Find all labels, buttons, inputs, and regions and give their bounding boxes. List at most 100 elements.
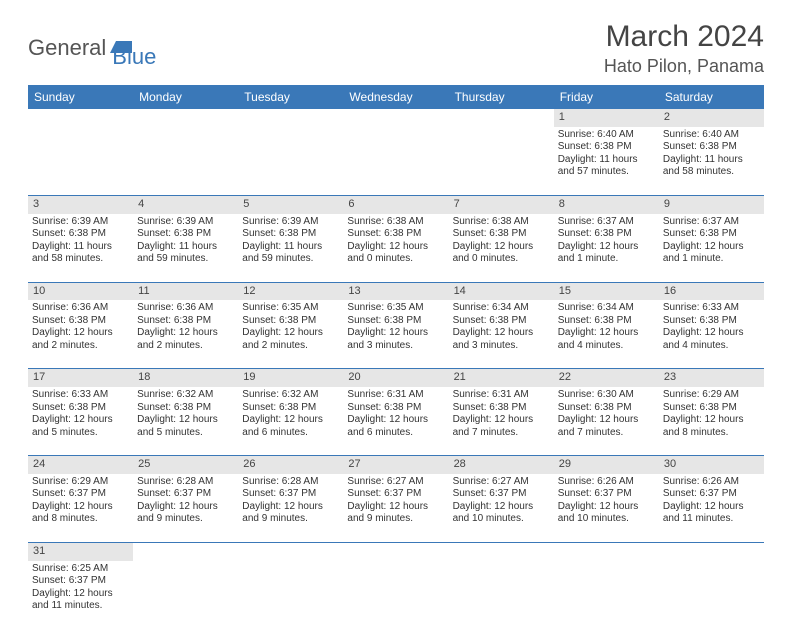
day-number: 1 <box>554 109 659 127</box>
sunset-text: Sunset: 6:37 PM <box>32 488 129 501</box>
sunrise-text: Sunrise: 6:33 AM <box>32 389 129 402</box>
week-row: 31Sunrise: 6:25 AMSunset: 6:37 PMDayligh… <box>28 542 764 624</box>
day-details: Sunrise: 6:37 AMSunset: 6:38 PMDaylight:… <box>659 214 764 282</box>
day-details: Sunrise: 6:39 AMSunset: 6:38 PMDaylight:… <box>133 214 238 282</box>
day-cell: 25Sunrise: 6:28 AMSunset: 6:37 PMDayligh… <box>133 456 238 543</box>
sunrise-text: Sunrise: 6:33 AM <box>663 302 760 315</box>
day-details: Sunrise: 6:28 AMSunset: 6:37 PMDaylight:… <box>133 474 238 542</box>
day-cell: 29Sunrise: 6:26 AMSunset: 6:37 PMDayligh… <box>554 456 659 543</box>
day-number: 21 <box>449 369 554 387</box>
sunset-text: Sunset: 6:38 PM <box>32 402 129 415</box>
day-details: Sunrise: 6:29 AMSunset: 6:38 PMDaylight:… <box>659 387 764 455</box>
sunset-text: Sunset: 6:38 PM <box>137 228 234 241</box>
sunrise-text: Sunrise: 6:29 AM <box>663 389 760 402</box>
sunset-text: Sunset: 6:38 PM <box>347 402 444 415</box>
day-cell: 15Sunrise: 6:34 AMSunset: 6:38 PMDayligh… <box>554 282 659 369</box>
sunset-text: Sunset: 6:38 PM <box>137 402 234 415</box>
sunrise-text: Sunrise: 6:37 AM <box>663 216 760 229</box>
day-number: 12 <box>238 283 343 301</box>
day-number: 20 <box>343 369 448 387</box>
empty-cell <box>554 542 659 624</box>
daylight-text: Daylight: 12 hours and 4 minutes. <box>558 327 655 352</box>
sunset-text: Sunset: 6:38 PM <box>242 402 339 415</box>
sunrise-text: Sunrise: 6:38 AM <box>347 216 444 229</box>
day-cell: 1Sunrise: 6:40 AMSunset: 6:38 PMDaylight… <box>554 109 659 195</box>
sunrise-text: Sunrise: 6:39 AM <box>137 216 234 229</box>
week-row: 24Sunrise: 6:29 AMSunset: 6:37 PMDayligh… <box>28 456 764 543</box>
sunrise-text: Sunrise: 6:27 AM <box>347 476 444 489</box>
empty-cell <box>449 542 554 624</box>
sunrise-text: Sunrise: 6:36 AM <box>137 302 234 315</box>
day-number: 15 <box>554 283 659 301</box>
day-cell: 7Sunrise: 6:38 AMSunset: 6:38 PMDaylight… <box>449 195 554 282</box>
day-details: Sunrise: 6:26 AMSunset: 6:37 PMDaylight:… <box>554 474 659 542</box>
sunrise-text: Sunrise: 6:38 AM <box>453 216 550 229</box>
day-details: Sunrise: 6:33 AMSunset: 6:38 PMDaylight:… <box>659 300 764 368</box>
day-cell: 8Sunrise: 6:37 AMSunset: 6:38 PMDaylight… <box>554 195 659 282</box>
day-details: Sunrise: 6:36 AMSunset: 6:38 PMDaylight:… <box>133 300 238 368</box>
daylight-text: Daylight: 12 hours and 10 minutes. <box>453 501 550 526</box>
day-number: 17 <box>28 369 133 387</box>
day-header-tuesday: Tuesday <box>238 85 343 109</box>
daylight-text: Daylight: 11 hours and 58 minutes. <box>32 241 129 266</box>
day-details <box>659 543 764 607</box>
sunset-text: Sunset: 6:37 PM <box>453 488 550 501</box>
day-details: Sunrise: 6:31 AMSunset: 6:38 PMDaylight:… <box>449 387 554 455</box>
day-header-row: SundayMondayTuesdayWednesdayThursdayFrid… <box>28 85 764 109</box>
sunrise-text: Sunrise: 6:34 AM <box>453 302 550 315</box>
daylight-text: Daylight: 12 hours and 6 minutes. <box>242 414 339 439</box>
day-number: 10 <box>28 283 133 301</box>
sunset-text: Sunset: 6:38 PM <box>242 315 339 328</box>
daylight-text: Daylight: 12 hours and 1 minute. <box>663 241 760 266</box>
day-number: 23 <box>659 369 764 387</box>
day-details <box>449 543 554 607</box>
daylight-text: Daylight: 12 hours and 5 minutes. <box>137 414 234 439</box>
daylight-text: Daylight: 11 hours and 58 minutes. <box>663 154 760 179</box>
sunset-text: Sunset: 6:38 PM <box>663 402 760 415</box>
daylight-text: Daylight: 11 hours and 59 minutes. <box>137 241 234 266</box>
sunset-text: Sunset: 6:38 PM <box>558 141 655 154</box>
day-details: Sunrise: 6:39 AMSunset: 6:38 PMDaylight:… <box>238 214 343 282</box>
day-details: Sunrise: 6:37 AMSunset: 6:38 PMDaylight:… <box>554 214 659 282</box>
week-row: 10Sunrise: 6:36 AMSunset: 6:38 PMDayligh… <box>28 282 764 369</box>
day-cell: 12Sunrise: 6:35 AMSunset: 6:38 PMDayligh… <box>238 282 343 369</box>
day-cell: 9Sunrise: 6:37 AMSunset: 6:38 PMDaylight… <box>659 195 764 282</box>
day-details: Sunrise: 6:34 AMSunset: 6:38 PMDaylight:… <box>449 300 554 368</box>
sunrise-text: Sunrise: 6:35 AM <box>347 302 444 315</box>
sunrise-text: Sunrise: 6:28 AM <box>242 476 339 489</box>
sunset-text: Sunset: 6:38 PM <box>32 228 129 241</box>
day-number: 14 <box>449 283 554 301</box>
sunrise-text: Sunrise: 6:29 AM <box>32 476 129 489</box>
sunset-text: Sunset: 6:37 PM <box>242 488 339 501</box>
day-details: Sunrise: 6:38 AMSunset: 6:38 PMDaylight:… <box>343 214 448 282</box>
day-number: 29 <box>554 456 659 474</box>
sunrise-text: Sunrise: 6:26 AM <box>663 476 760 489</box>
daylight-text: Daylight: 12 hours and 0 minutes. <box>347 241 444 266</box>
sunrise-text: Sunrise: 6:28 AM <box>137 476 234 489</box>
sunrise-text: Sunrise: 6:34 AM <box>558 302 655 315</box>
daylight-text: Daylight: 12 hours and 3 minutes. <box>347 327 444 352</box>
day-details <box>133 113 238 181</box>
day-number: 7 <box>449 196 554 214</box>
daylight-text: Daylight: 12 hours and 7 minutes. <box>558 414 655 439</box>
day-number: 24 <box>28 456 133 474</box>
sunrise-text: Sunrise: 6:40 AM <box>663 129 760 142</box>
day-cell: 20Sunrise: 6:31 AMSunset: 6:38 PMDayligh… <box>343 369 448 456</box>
sunset-text: Sunset: 6:37 PM <box>347 488 444 501</box>
week-row: 3Sunrise: 6:39 AMSunset: 6:38 PMDaylight… <box>28 195 764 282</box>
daylight-text: Daylight: 12 hours and 2 minutes. <box>32 327 129 352</box>
day-cell: 23Sunrise: 6:29 AMSunset: 6:38 PMDayligh… <box>659 369 764 456</box>
sunset-text: Sunset: 6:38 PM <box>347 315 444 328</box>
sunset-text: Sunset: 6:38 PM <box>663 228 760 241</box>
day-number: 3 <box>28 196 133 214</box>
sunrise-text: Sunrise: 6:35 AM <box>242 302 339 315</box>
sunset-text: Sunset: 6:38 PM <box>242 228 339 241</box>
day-details <box>343 543 448 607</box>
daylight-text: Daylight: 12 hours and 3 minutes. <box>453 327 550 352</box>
daylight-text: Daylight: 12 hours and 9 minutes. <box>347 501 444 526</box>
day-header-sunday: Sunday <box>28 85 133 109</box>
day-cell: 16Sunrise: 6:33 AMSunset: 6:38 PMDayligh… <box>659 282 764 369</box>
day-details <box>449 113 554 181</box>
day-cell: 6Sunrise: 6:38 AMSunset: 6:38 PMDaylight… <box>343 195 448 282</box>
daylight-text: Daylight: 12 hours and 0 minutes. <box>453 241 550 266</box>
